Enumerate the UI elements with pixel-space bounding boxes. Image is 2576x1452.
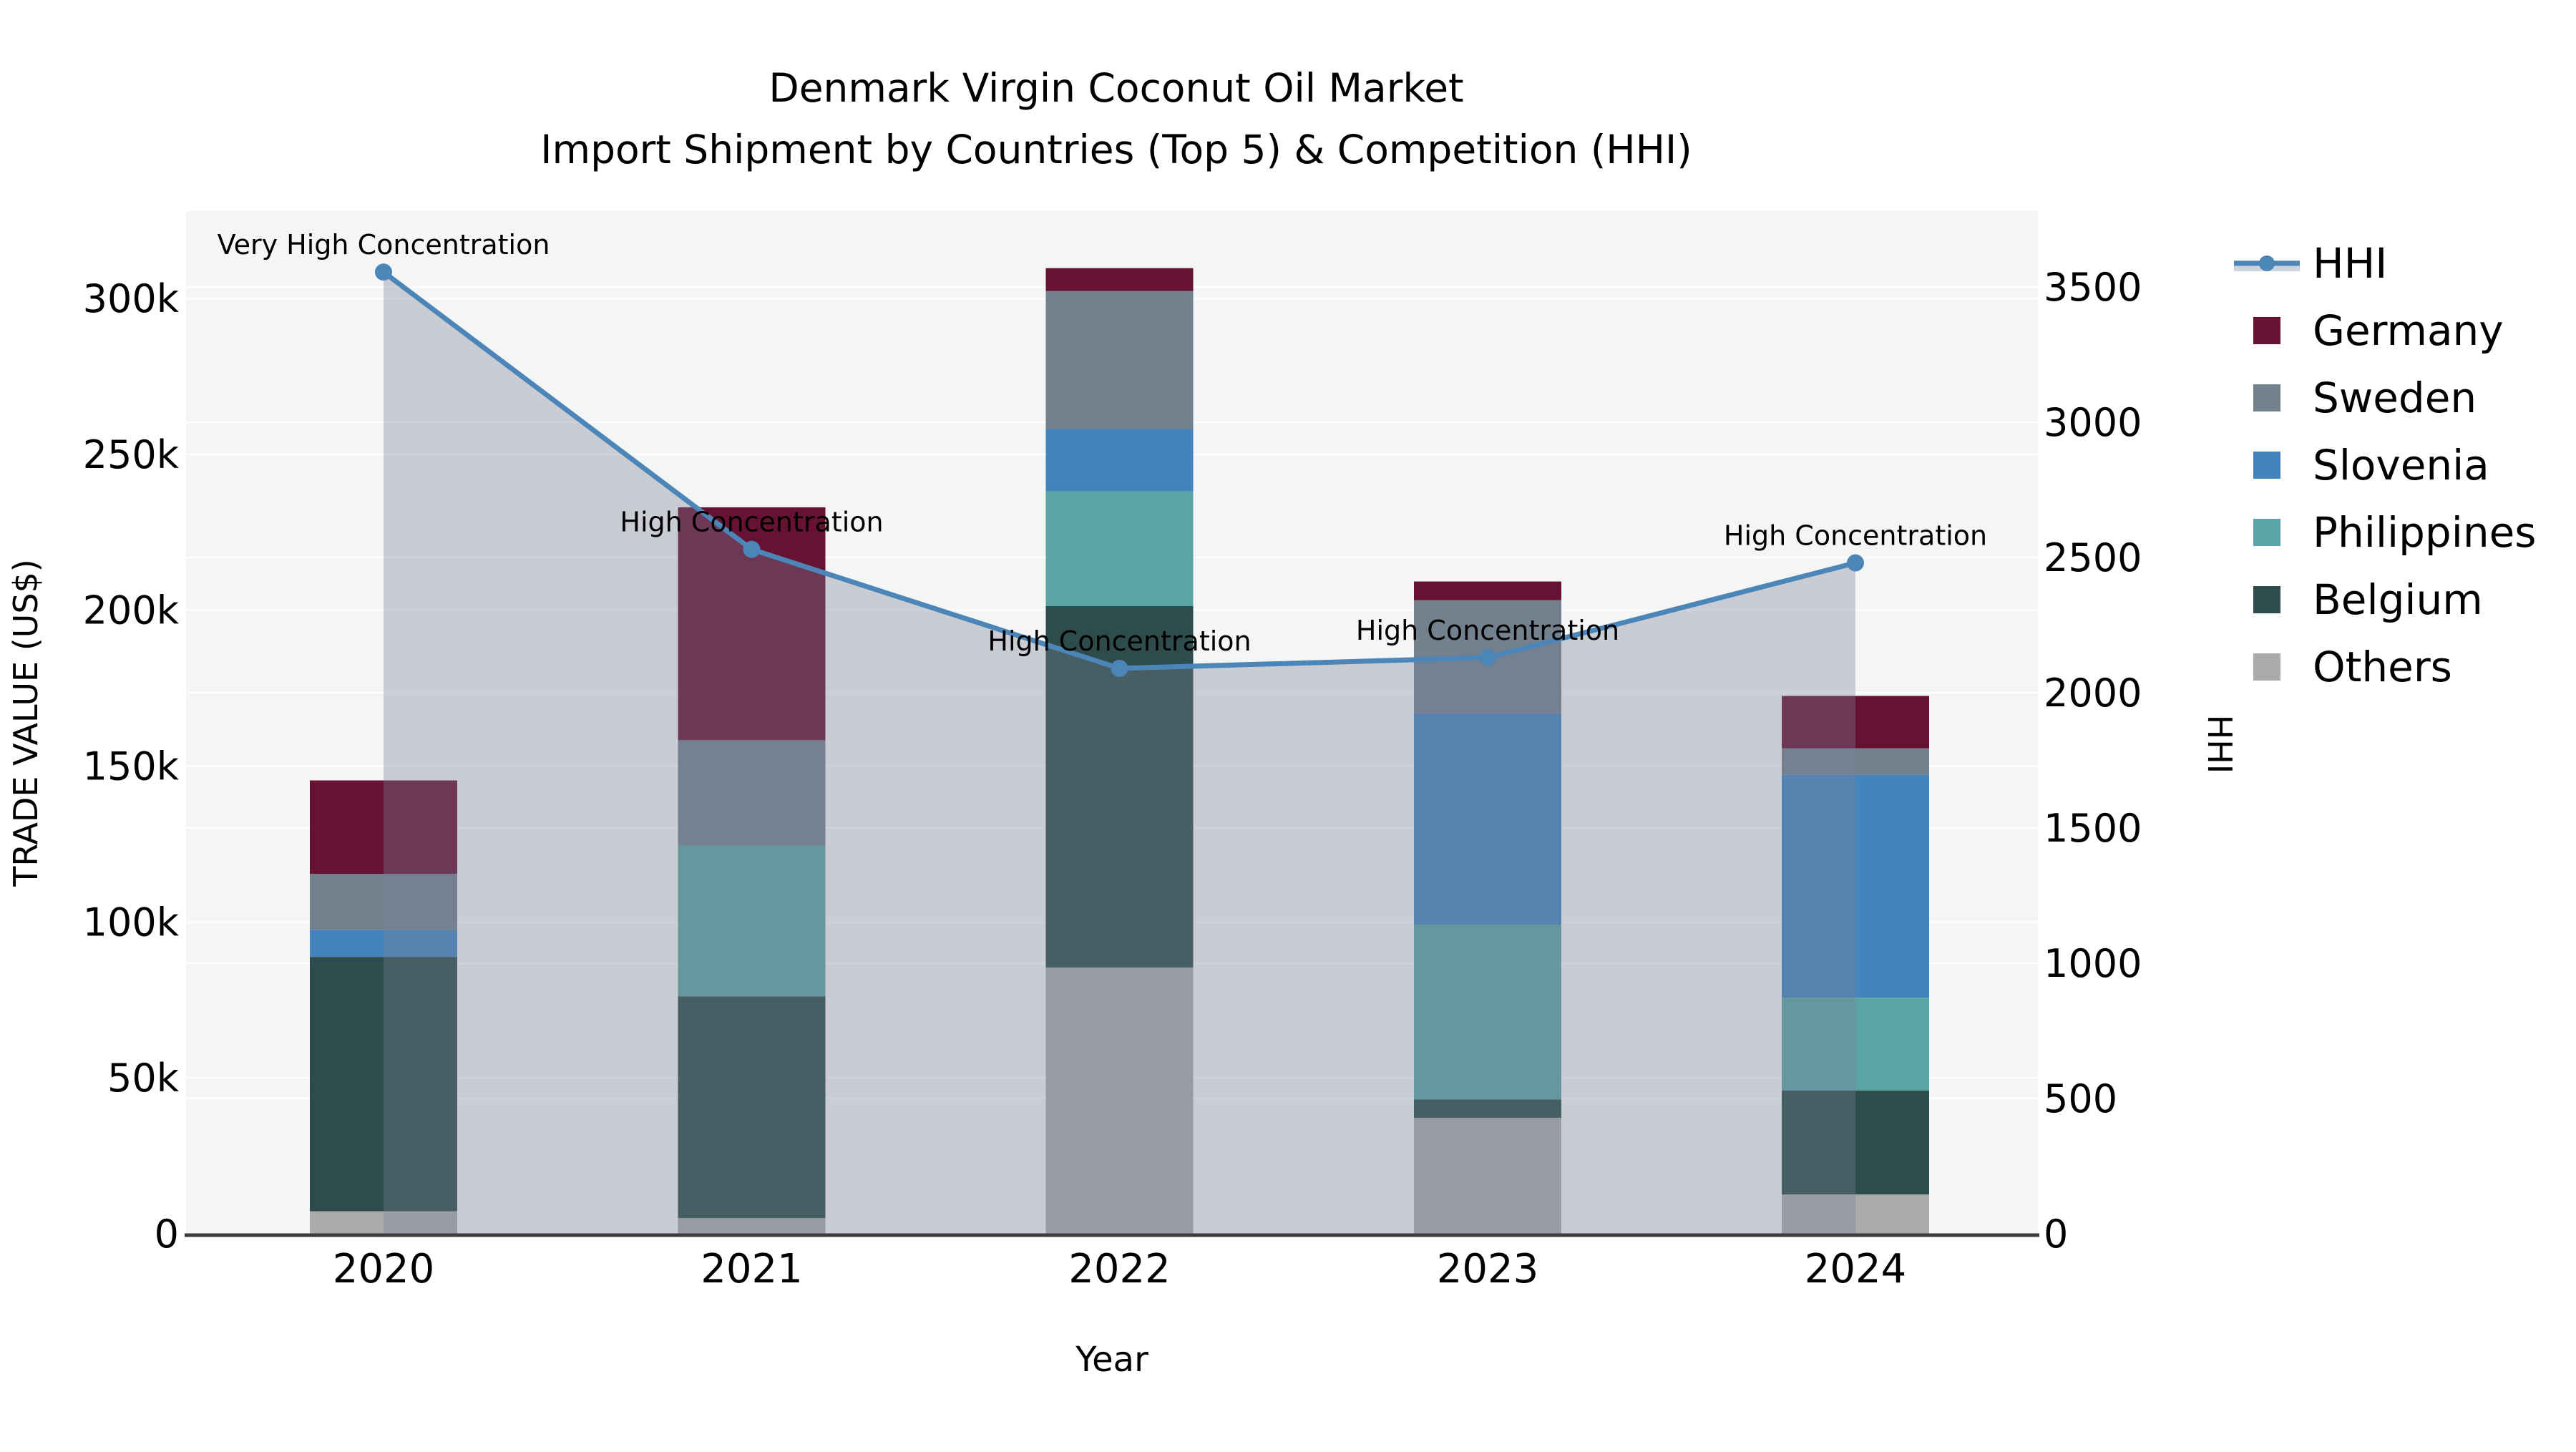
legend-label-sweden: Sweden bbox=[2313, 374, 2477, 422]
x-axis-tick-labels: 2020 2021 2022 2023 2024 bbox=[333, 1246, 1907, 1292]
left-tick-150k: 150k bbox=[83, 744, 180, 789]
bar-segment-others-2021 bbox=[678, 1218, 826, 1234]
right-tick-0: 0 bbox=[2044, 1212, 2068, 1257]
right-tick-3000: 3000 bbox=[2044, 400, 2142, 445]
chart-title-line2: Import Shipment by Countries (Top 5) & C… bbox=[540, 127, 1692, 172]
bar-segment-sweden-2020 bbox=[310, 874, 457, 930]
bar-segment-philippines-2021 bbox=[678, 845, 826, 997]
left-tick-100k: 100k bbox=[83, 900, 180, 945]
left-tick-250k: 250k bbox=[83, 432, 180, 477]
legend-hhi-marker-icon bbox=[2259, 255, 2275, 271]
annotation-2022: High Concentration bbox=[987, 625, 1251, 657]
x-tick-2024: 2024 bbox=[1805, 1246, 1907, 1292]
x-tick-2023: 2023 bbox=[1437, 1246, 1539, 1292]
legend-label-germany: Germany bbox=[2313, 306, 2504, 355]
chart-title-line1: Denmark Virgin Coconut Oil Market bbox=[769, 65, 1463, 111]
legend-swatch-others-icon bbox=[2253, 653, 2280, 681]
legend-label-belgium: Belgium bbox=[2313, 575, 2483, 624]
bar-segment-sweden-2022 bbox=[1045, 291, 1194, 429]
bar-segment-others-2024 bbox=[1782, 1194, 1929, 1234]
bar-segment-germany-2023 bbox=[1414, 581, 1561, 600]
hhi-area-fill bbox=[384, 272, 1855, 1234]
bar-segment-belgium-2023 bbox=[1414, 1099, 1561, 1118]
legend-label-slovenia: Slovenia bbox=[2313, 441, 2489, 489]
right-tick-2500: 2500 bbox=[2044, 535, 2142, 580]
hhi-area-polygon bbox=[384, 272, 1855, 1234]
bar-segment-belgium-2020 bbox=[310, 957, 457, 1212]
right-tick-2000: 2000 bbox=[2044, 671, 2142, 716]
hhi-marker-2023 bbox=[1479, 648, 1496, 666]
legend-swatch-slovenia-icon bbox=[2253, 452, 2280, 479]
bar-segment-belgium-2021 bbox=[678, 996, 826, 1219]
bar-segment-others-2020 bbox=[310, 1211, 457, 1234]
bar-segment-slovenia-2022 bbox=[1045, 429, 1194, 492]
annotation-2020: Very High Concentration bbox=[218, 229, 550, 260]
right-tick-3500: 3500 bbox=[2044, 265, 2142, 310]
hhi-marker-2024 bbox=[1847, 554, 1864, 572]
bar-segment-others-2023 bbox=[1414, 1117, 1561, 1234]
bar-segment-germany-2022 bbox=[1045, 268, 1194, 291]
stacked-bars bbox=[310, 268, 1929, 1234]
hhi-marker-2021 bbox=[743, 540, 761, 558]
x-axis-title: Year bbox=[1075, 1340, 1148, 1380]
bar-segment-germany-2024 bbox=[1782, 696, 1929, 749]
right-y-axis-title: HHI bbox=[2200, 715, 2239, 774]
hhi-annotations: Very High Concentration High Concentratio… bbox=[218, 229, 1988, 657]
legend-swatch-philippines-icon bbox=[2253, 519, 2280, 546]
annotation-2021: High Concentration bbox=[620, 507, 883, 538]
bar-segment-slovenia-2023 bbox=[1414, 713, 1561, 925]
bar-segment-sweden-2021 bbox=[678, 740, 826, 846]
right-tick-500: 500 bbox=[2044, 1076, 2117, 1121]
legend-swatch-germany-icon bbox=[2253, 317, 2280, 344]
hhi-line-series bbox=[375, 263, 1864, 677]
bar-segment-germany-2020 bbox=[310, 780, 457, 874]
annotation-2024: High Concentration bbox=[1724, 520, 1987, 552]
right-tick-1500: 1500 bbox=[2044, 806, 2142, 851]
x-tick-2021: 2021 bbox=[701, 1246, 803, 1292]
legend-label-others: Others bbox=[2313, 643, 2452, 691]
right-tick-1000: 1000 bbox=[2044, 941, 2142, 986]
legend-swatch-belgium-icon bbox=[2253, 586, 2280, 613]
left-axis-tick-labels: 0 50k 100k 150k 200k 250k 300k bbox=[83, 276, 180, 1257]
bar-segment-slovenia-2024 bbox=[1782, 774, 1929, 998]
left-tick-200k: 200k bbox=[83, 588, 180, 633]
left-y-axis-title: TRADE VALUE (US$) bbox=[6, 559, 45, 887]
right-axis-tick-labels: 0 500 1000 1500 2000 2500 3000 3500 bbox=[2044, 265, 2142, 1257]
bar-segment-sweden-2024 bbox=[1782, 748, 1929, 775]
left-tick-50k: 50k bbox=[107, 1056, 180, 1101]
bar-segment-philippines-2022 bbox=[1045, 491, 1194, 606]
hhi-marker-2020 bbox=[375, 263, 392, 281]
x-tick-2022: 2022 bbox=[1068, 1246, 1171, 1292]
legend: HHI Germany Sweden Slovenia Philippines Belgi… bbox=[2234, 239, 2537, 691]
legend-label-philippines: Philippines bbox=[2313, 508, 2537, 557]
bar-segment-philippines-2024 bbox=[1782, 998, 1929, 1091]
annotation-2023: High Concentration bbox=[1356, 615, 1619, 646]
legend-label-hhi: HHI bbox=[2313, 239, 2387, 288]
bar-segment-philippines-2023 bbox=[1414, 925, 1561, 1100]
legend-swatch-sweden-icon bbox=[2253, 384, 2280, 411]
bar-segment-belgium-2024 bbox=[1782, 1091, 1929, 1195]
left-tick-0: 0 bbox=[155, 1212, 179, 1257]
x-tick-2020: 2020 bbox=[333, 1246, 435, 1292]
hhi-marker-2022 bbox=[1111, 659, 1128, 677]
left-tick-300k: 300k bbox=[83, 276, 180, 321]
bar-segment-slovenia-2020 bbox=[310, 930, 457, 958]
bar-segment-others-2022 bbox=[1045, 967, 1194, 1234]
